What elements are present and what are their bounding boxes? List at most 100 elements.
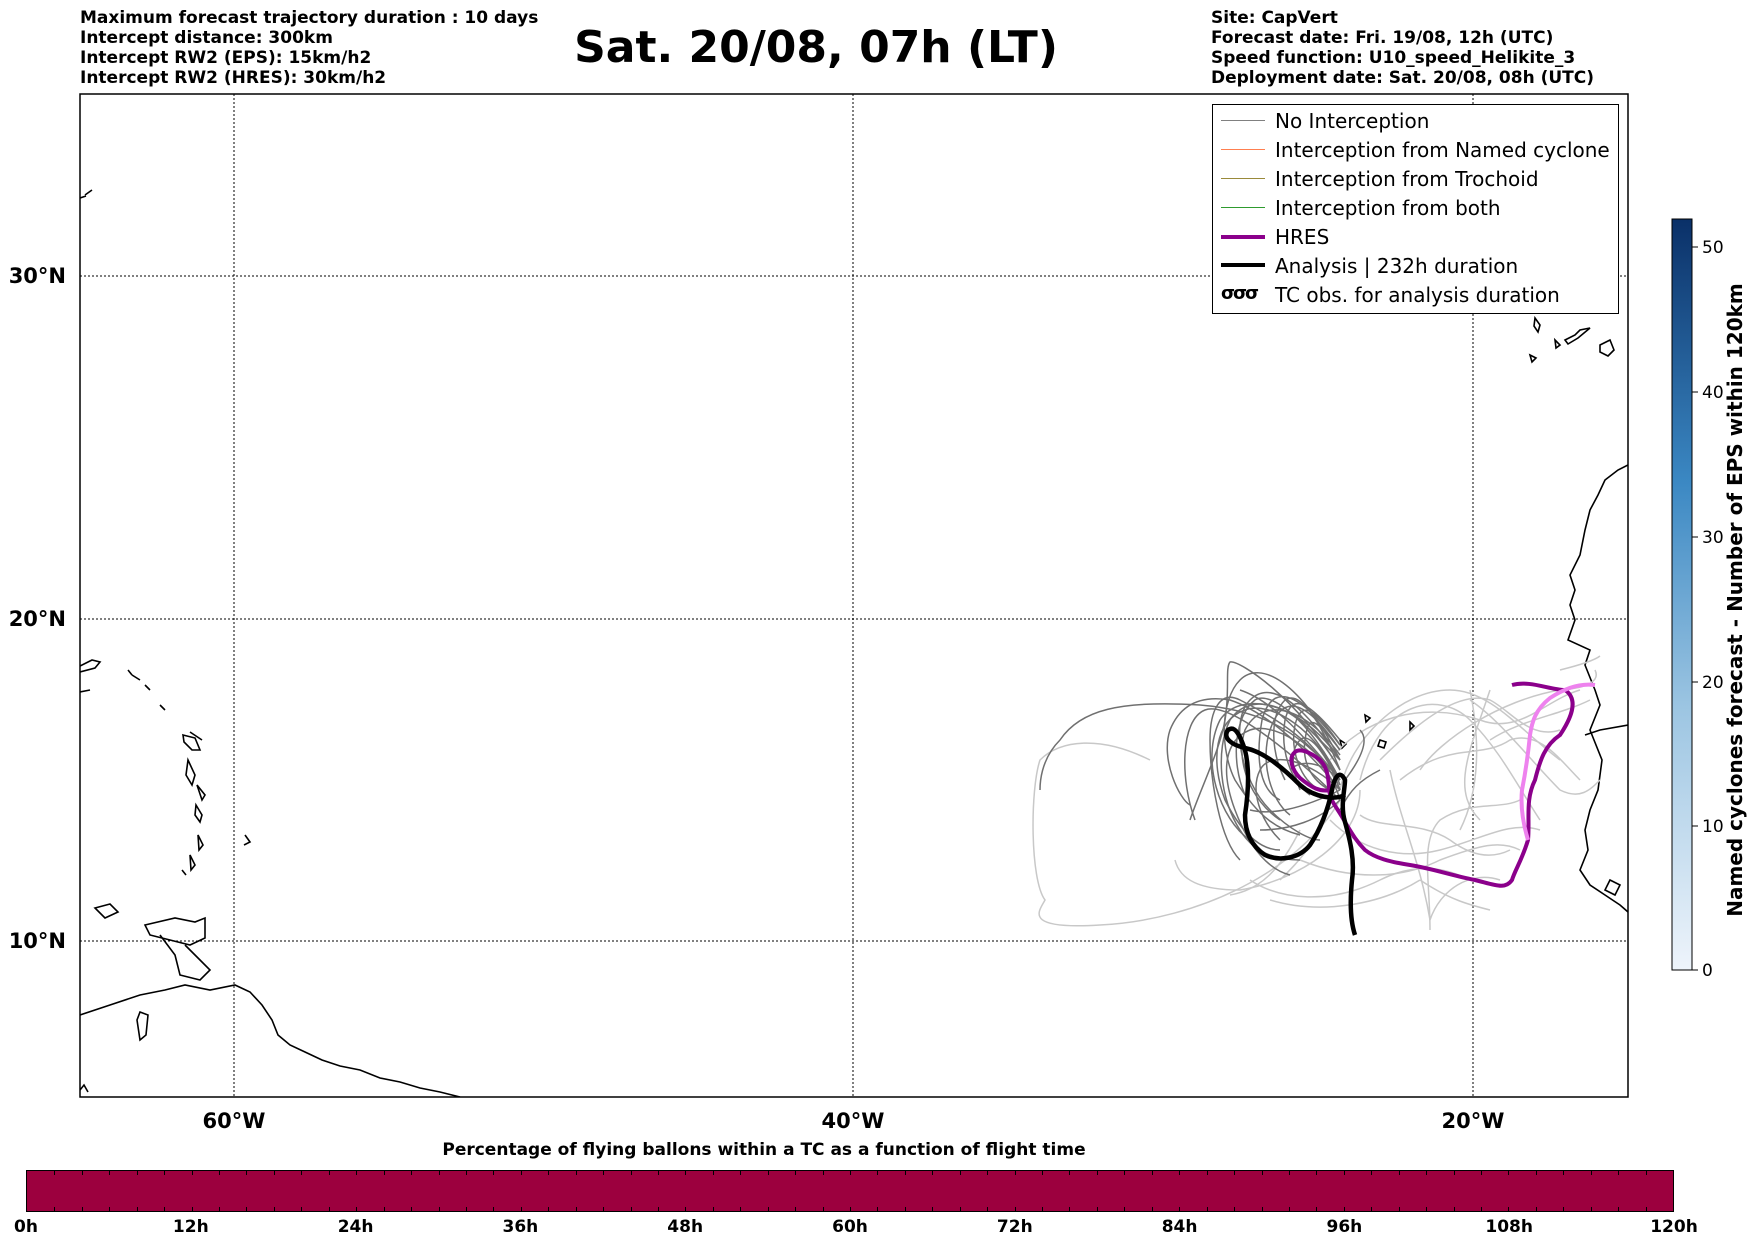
- flight-time-minor-tick: [1042, 1171, 1044, 1175]
- legend-swatch: [1221, 207, 1265, 208]
- flight-time-minor-tick: [273, 1171, 275, 1175]
- flight-time-minor-tick: [767, 1207, 769, 1211]
- flight-time-minor-tick: [877, 1171, 879, 1175]
- legend-item-named-cyclone: Interception from Named cyclone: [1213, 136, 1618, 164]
- flight-time-tick: 12h: [172, 1217, 209, 1237]
- flight-time-tick: 24h: [337, 1217, 374, 1237]
- flight-time-minor-tick: [1288, 1207, 1290, 1211]
- legend-label: TC obs. for analysis duration: [1275, 283, 1560, 307]
- flight-time-minor-tick: [438, 1171, 440, 1175]
- flight-time-minor-tick: [1124, 1171, 1126, 1175]
- flight-time-minor-tick: [987, 1207, 989, 1211]
- flight-time-minor-tick: [1179, 1171, 1181, 1175]
- flight-time-minor-tick: [1014, 1171, 1016, 1175]
- colorbar-gradient: [1671, 218, 1693, 971]
- flight-time-minor-tick: [1426, 1207, 1428, 1211]
- flight-time-minor-tick: [1042, 1207, 1044, 1211]
- flight-time-minor-tick: [1151, 1171, 1153, 1175]
- flight-time-minor-tick: [877, 1207, 879, 1211]
- flight-time-minor-tick: [1618, 1171, 1620, 1175]
- page-title: Sat. 20/08, 07h (LT): [574, 22, 1058, 73]
- flight-time-tick: 96h: [1326, 1217, 1363, 1237]
- colorbar-label: Named cyclones forecast - Number of EPS …: [1723, 283, 1747, 917]
- legend-swatch: [1221, 178, 1265, 179]
- flight-time-minor-tick: [109, 1171, 111, 1175]
- flight-time-minor-tick: [136, 1171, 138, 1175]
- legend-item-trochoid: Interception from Trochoid: [1213, 165, 1618, 193]
- flight-time-minor-tick: [383, 1171, 385, 1175]
- flight-time-minor-tick: [219, 1171, 221, 1175]
- flight-time-minor-tick: [1069, 1171, 1071, 1175]
- header-left: Maximum forecast trajectory duration : 1…: [80, 8, 538, 88]
- legend-item-no-interception: No Interception: [1213, 107, 1618, 135]
- flight-time-minor-tick: [1261, 1207, 1263, 1211]
- legend-label: No Interception: [1275, 109, 1430, 133]
- flight-time-minor-tick: [685, 1171, 687, 1175]
- legend-swatch: [1221, 120, 1265, 121]
- flight-time-minor-tick: [1453, 1171, 1455, 1175]
- flight-time-minor-tick: [383, 1207, 385, 1211]
- flight-time-minor-tick: [1014, 1207, 1016, 1211]
- flight-time-minor-tick: [959, 1207, 961, 1211]
- header-intercept-eps: Intercept RW2 (EPS): 15km/h2: [80, 48, 372, 68]
- legend-item-both: Interception from both: [1213, 194, 1618, 222]
- flight-time-minor-tick: [191, 1207, 193, 1211]
- flight-time-minor-tick: [411, 1207, 413, 1211]
- flight-time-minor-tick: [548, 1207, 550, 1211]
- flight-time-minor-tick: [850, 1207, 851, 1211]
- flight-time-minor-tick: [1288, 1171, 1290, 1175]
- flight-time-minor-tick: [1206, 1207, 1208, 1211]
- flight-time-minor-tick: [81, 1171, 83, 1175]
- flight-time-minor-tick: [1206, 1171, 1208, 1175]
- flight-time-minor-tick: [630, 1171, 632, 1175]
- legend-swatch: [1221, 149, 1265, 150]
- flight-time-minor-tick: [1151, 1207, 1153, 1211]
- flight-time-tick: 72h: [996, 1217, 1033, 1237]
- legend-label: Analysis | 232h duration: [1275, 254, 1519, 278]
- header-max-duration: Maximum forecast trajectory duration : 1…: [80, 8, 539, 28]
- flight-time-minor-tick: [328, 1207, 330, 1211]
- flight-time-minor-tick: [1590, 1207, 1592, 1211]
- flight-time-minor-tick: [520, 1171, 522, 1175]
- flight-time-minor-tick: [1343, 1171, 1345, 1175]
- coastline: [80, 189, 1628, 1097]
- flight-time-minor-tick: [54, 1171, 56, 1175]
- flight-time-minor-tick: [630, 1207, 632, 1211]
- colorbar-tick-0: 0: [1702, 961, 1713, 981]
- flight-time-minor-tick: [685, 1207, 687, 1211]
- flight-time-minor-tick: [822, 1207, 824, 1211]
- legend-item-analysis: Analysis | 232h duration: [1213, 252, 1618, 280]
- flight-time-minor-tick: [465, 1207, 467, 1211]
- flight-time-minor-tick: [987, 1171, 989, 1175]
- flight-time-minor-tick: [1124, 1207, 1126, 1211]
- legend-label: HRES: [1275, 225, 1330, 249]
- analysis-trajectory: [1224, 726, 1358, 936]
- flight-time-tick: 60h: [832, 1217, 868, 1237]
- legend-label: Interception from Trochoid: [1275, 167, 1539, 191]
- flight-time-minor-tick: [109, 1207, 111, 1211]
- lon-label-40w: 40°W: [822, 1109, 885, 1133]
- legend-item-tc-obs: σσσ TC obs. for analysis duration: [1213, 281, 1618, 309]
- header-speed-function: Speed function: U10_speed_Helikite_3: [1211, 48, 1576, 68]
- flight-time-minor-tick: [54, 1207, 56, 1211]
- flight-time-minor-tick: [795, 1171, 797, 1175]
- flight-time-minor-tick: [164, 1171, 166, 1175]
- legend-label: Interception from Named cyclone: [1275, 138, 1610, 162]
- legend-item-hres: HRES: [1213, 223, 1618, 251]
- flight-time-minor-tick: [603, 1171, 605, 1175]
- flight-time-minor-tick: [603, 1207, 605, 1211]
- tc-symbol-icon: σσσ: [1221, 283, 1259, 304]
- flight-time-minor-tick: [575, 1207, 577, 1211]
- flight-time-minor-tick: [1234, 1207, 1236, 1211]
- header-deployment-date: Deployment date: Sat. 20/08, 08h (UTC): [1211, 68, 1595, 88]
- lat-label-10n: 10°N: [9, 929, 66, 953]
- flight-time-minor-tick: [1261, 1171, 1263, 1175]
- flight-time-tick: 36h: [502, 1217, 539, 1237]
- flight-time-minor-tick: [493, 1171, 495, 1175]
- flight-time-minor-tick: [657, 1207, 659, 1211]
- flight-time-minor-tick: [1371, 1171, 1373, 1175]
- flight-time-minor-tick: [959, 1171, 961, 1175]
- flight-time-minor-tick: [795, 1207, 797, 1211]
- hres-trajectory: [1289, 681, 1575, 888]
- flight-time-tick: 120h: [1650, 1217, 1698, 1237]
